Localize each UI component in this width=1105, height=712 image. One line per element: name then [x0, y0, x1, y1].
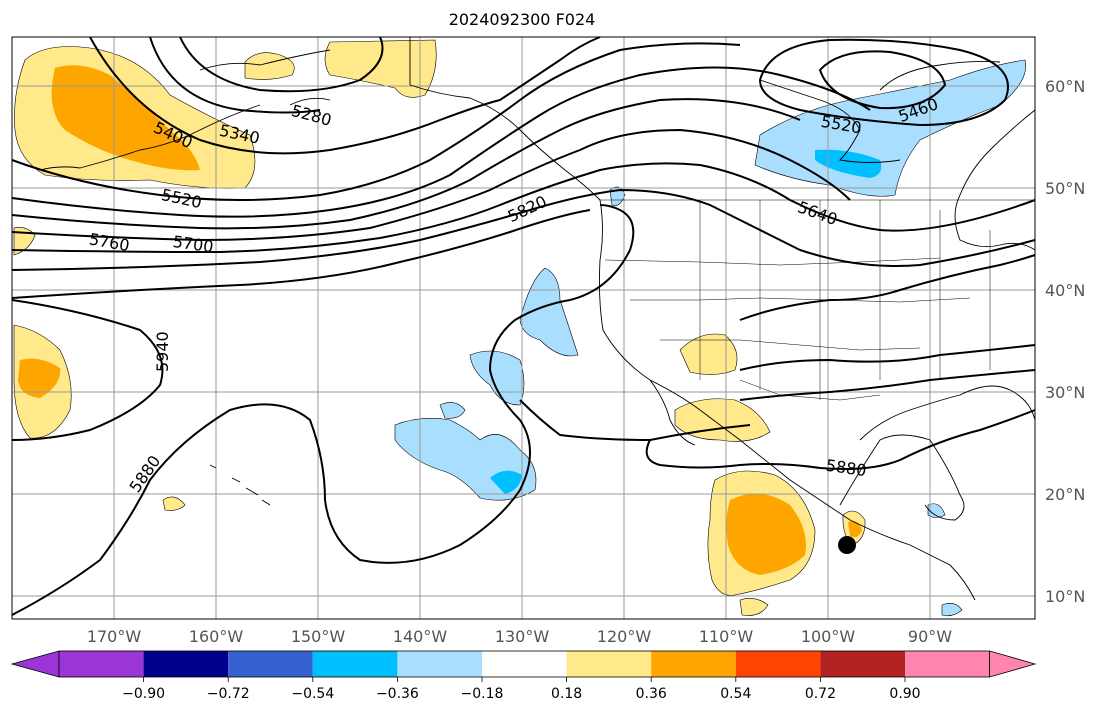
- negative-anomaly-small-4: [927, 503, 946, 518]
- lon-label-90w: 90°W: [908, 627, 952, 646]
- colorbar-ticks: [143, 677, 906, 682]
- latitude-labels: 60°N 50°N 40°N 30°N 20°N 10°N: [1045, 77, 1085, 606]
- colorbar-tick-label: 0.18: [551, 686, 582, 702]
- colorbar-tick-label: −0.18: [461, 686, 504, 702]
- coastlines: [39, 37, 1036, 601]
- colorbar-tick-label: −0.36: [376, 686, 419, 702]
- colorbar-tick-label: 0.54: [720, 686, 751, 702]
- colorbar-tick-label: 0.72: [805, 686, 836, 702]
- lon-label-160w: 160°W: [189, 627, 244, 646]
- map-panel: 5280 5340 5400 5520 5760 5700 5940 5880 …: [11, 36, 1036, 620]
- negative-anomaly-small-5: [941, 603, 963, 617]
- negative-anomaly-hudson-core: [815, 149, 882, 178]
- colorbar-segment: [905, 651, 990, 677]
- anomaly-shading: [13, 39, 1027, 617]
- colorbar-tick-label: −0.54: [291, 686, 334, 702]
- colorbar-segment: [143, 651, 229, 677]
- colorbar-segment: [820, 651, 905, 677]
- colorbar: −0.90 −0.72 −0.54 −0.36 −0.18 0.18 0.36 …: [10, 650, 1037, 702]
- positive-anomaly-southwest-us: [679, 333, 738, 375]
- lat-label-60n: 60°N: [1045, 77, 1085, 96]
- negative-anomaly-pacific-4: [439, 402, 466, 419]
- colorbar-segment: [397, 651, 482, 677]
- storm-marker: [838, 536, 856, 554]
- colorbar-over-triangle: [989, 650, 1037, 678]
- lon-label-110w: 110°W: [699, 627, 754, 646]
- lon-label-150w: 150°W: [291, 627, 346, 646]
- colorbar-tick-label: −0.72: [207, 686, 250, 702]
- colorbar-segment: [566, 651, 652, 677]
- colorbar-tick-label: 0.36: [636, 686, 667, 702]
- strong-anomaly-aleutians: [51, 65, 201, 171]
- strong-anomaly-mexico-west: [726, 493, 806, 575]
- lon-label-130w: 130°W: [495, 627, 550, 646]
- colorbar-tick-label: −0.90: [122, 686, 165, 702]
- colorbar-under-triangle: [10, 650, 60, 678]
- height-contours: [11, 36, 1036, 616]
- map-title: 2024092300 F024: [449, 10, 596, 29]
- lat-label-50n: 50°N: [1045, 179, 1085, 198]
- colorbar-tick-label: 0.90: [889, 686, 920, 702]
- lon-label-100w: 100°W: [801, 627, 856, 646]
- positive-anomaly-small-west: [13, 227, 36, 256]
- lat-label-20n: 20°N: [1045, 485, 1085, 504]
- contour-label-5940: 5940: [153, 331, 172, 372]
- colorbar-segment: [312, 651, 398, 677]
- positive-anomaly-tiny-1: [162, 496, 186, 511]
- colorbar-segment: [59, 651, 144, 677]
- strong-anomaly-west-pacific: [18, 358, 61, 398]
- negative-anomaly-pacific-3-core: [490, 470, 522, 494]
- positive-anomaly-small-south: [739, 598, 769, 616]
- political-borders: [600, 199, 1035, 401]
- longitude-labels: 170°W 160°W 150°W 140°W 130°W 120°W 110°…: [87, 627, 952, 646]
- lat-label-10n: 10°N: [1045, 587, 1085, 606]
- lat-label-40n: 40°N: [1045, 281, 1085, 300]
- lon-label-120w: 120°W: [597, 627, 652, 646]
- map-frame: [11, 36, 1036, 620]
- lat-label-30n: 30°N: [1045, 383, 1085, 402]
- colorbar-segment: [482, 651, 567, 677]
- colorbar-segment: [735, 651, 821, 677]
- strong-anomaly-gulf-tehuantepec: [848, 521, 862, 538]
- colorbar-segment: [651, 651, 736, 677]
- positive-anomaly-yukon: [324, 39, 437, 98]
- colorbar-segment: [228, 651, 313, 677]
- lon-label-140w: 140°W: [393, 627, 448, 646]
- colorbar-outline: [58, 650, 990, 678]
- lon-label-170w: 170°W: [87, 627, 142, 646]
